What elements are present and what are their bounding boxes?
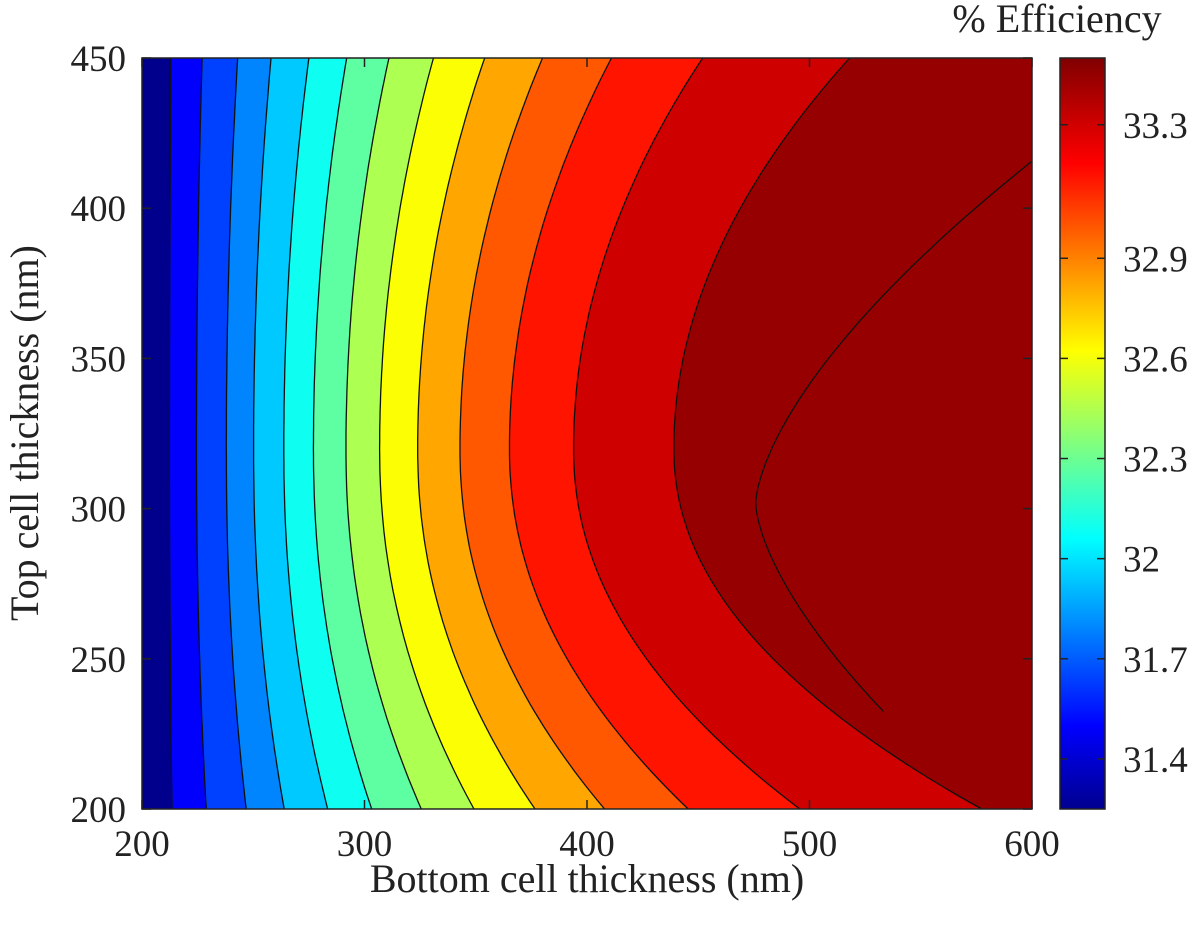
x-tick-label: 600 (1004, 824, 1060, 865)
y-tick-label: 400 (71, 189, 127, 230)
y-axis: 200 250 300 350 400 450 (71, 39, 1032, 831)
contour-band (142, 58, 172, 809)
contour-line (312, 58, 373, 809)
contour-line (168, 58, 173, 809)
y-tick-label: 350 (71, 339, 127, 380)
contour-line (508, 58, 689, 809)
x-tick-label: 300 (337, 824, 393, 865)
contour-line (417, 58, 536, 809)
colorbar-tick-label: 32.6 (1123, 339, 1188, 380)
colorbar: 31.4 31.7 32 32.3 32.6 32.9 33.3 % Efficiency (952, 0, 1188, 810)
contour-line (673, 58, 983, 809)
contour-line (252, 58, 285, 809)
contour-line (195, 58, 207, 809)
colorbar-tick-label: 32.9 (1123, 239, 1188, 280)
colorbar-ticks: 31.4 31.7 32 32.3 32.6 32.9 33.3 (1060, 106, 1188, 781)
contour-line (345, 58, 422, 809)
colorbar-tick-label: 33.3 (1123, 106, 1188, 147)
y-tick-label: 450 (71, 39, 127, 80)
y-tick-label: 250 (71, 640, 127, 681)
colorbar-title: % Efficiency (952, 0, 1161, 41)
x-axis: 200 300 400 500 600 (114, 58, 1060, 865)
contour-line (572, 58, 801, 809)
colorbar-tick-label: 32 (1123, 540, 1160, 581)
colorbar-tick-label: 31.4 (1123, 740, 1188, 781)
contour-line (459, 58, 606, 809)
y-axis-title: Top cell thickness (nm) (2, 245, 47, 621)
x-tick-label: 200 (114, 824, 170, 865)
x-tick-label: 500 (782, 824, 838, 865)
contour-line (225, 58, 247, 809)
colorbar-tick-label: 32.3 (1123, 440, 1188, 481)
y-tick-label: 200 (71, 790, 127, 831)
y-tick-label: 300 (71, 490, 127, 531)
contour-line (755, 160, 1032, 712)
x-tick-label: 400 (559, 824, 615, 865)
contour-plot-area (142, 58, 1032, 809)
contour-line (283, 58, 329, 809)
colorbar-gradient (1059, 57, 1106, 810)
colorbar-tick-label: 31.7 (1123, 640, 1188, 681)
contour-line (378, 58, 475, 809)
x-axis-title: Bottom cell thickness (nm) (370, 856, 804, 901)
